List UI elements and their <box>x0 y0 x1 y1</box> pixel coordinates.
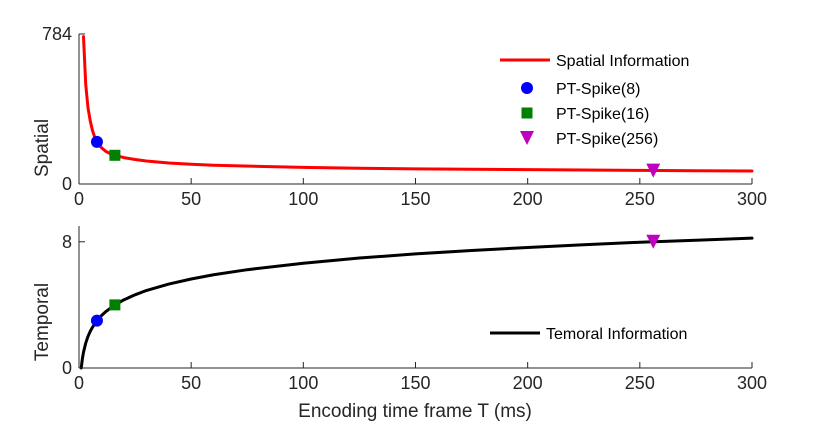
spatial-x-tick-label: 100 <box>288 189 318 209</box>
spatial-y-axis-label: Spatial <box>32 119 53 177</box>
spatial-x-tick-label: 300 <box>737 189 767 209</box>
temporal-x-tick-label: 50 <box>181 373 201 393</box>
spatial-series-line <box>81 35 754 173</box>
spatial-legend-label: PT-Spike(8) <box>556 81 640 98</box>
temporal-x-tick-label: 150 <box>400 373 430 393</box>
spatial-x-tick-label: 150 <box>400 189 430 209</box>
temporal-marker-square <box>109 299 121 311</box>
spatial-x-tick-label: 0 <box>74 189 84 209</box>
temporal-y-axis-label: Temporal <box>32 283 53 361</box>
temporal-x-tick-label: 100 <box>288 373 318 393</box>
spatial-x-tick-label: 200 <box>513 189 543 209</box>
temporal-x-tick-label: 200 <box>513 373 543 393</box>
temporal-marker-triangle-down <box>646 234 661 249</box>
temporal-marker-circle <box>90 314 103 327</box>
temporal-x-tick-label: 0 <box>74 373 84 393</box>
temporal-legend: Temoral Information <box>490 326 687 343</box>
temporal-x-tick-label: 250 <box>625 373 655 393</box>
spatial-legend-label: PT-Spike(16) <box>556 106 649 123</box>
spatial-legend-label: PT-Spike(256) <box>556 131 658 148</box>
spatial-marker-circle <box>90 135 103 148</box>
spatial-panel: 0 50 100 150 200 250 300 0 784 Spatial Spatial I… <box>32 24 767 209</box>
temporal-series-line <box>79 236 754 370</box>
temporal-panel: 0 50 100 150 200 250 300 0 8 Temporal Encoding t… <box>32 226 767 422</box>
spatial-marker-triangle-down <box>646 163 661 178</box>
spatial-legend-marker-square <box>521 107 533 119</box>
x-axis-label: Encoding time frame T (ms) <box>298 401 532 422</box>
spatial-legend-label: Spatial Information <box>556 53 689 70</box>
spatial-marker-square <box>109 149 121 161</box>
temporal-y-tick-label: 0 <box>62 358 72 378</box>
temporal-legend-label: Temoral Information <box>546 326 687 343</box>
spatial-legend-marker-triangle-down <box>520 131 534 145</box>
temporal-x-tick-label: 300 <box>737 373 767 393</box>
spatial-x-tick-label: 250 <box>625 189 655 209</box>
spatial-x-tick-label: 50 <box>181 189 201 209</box>
spatial-legend-marker-circle <box>521 82 533 94</box>
spatial-y-tick-label: 0 <box>62 174 72 194</box>
spatial-legend: Spatial Information PT-Spike(8) PT-Spike(1… <box>500 53 689 148</box>
spatial-y-tick-label: 784 <box>42 24 72 44</box>
temporal-y-tick-label: 8 <box>62 232 72 252</box>
